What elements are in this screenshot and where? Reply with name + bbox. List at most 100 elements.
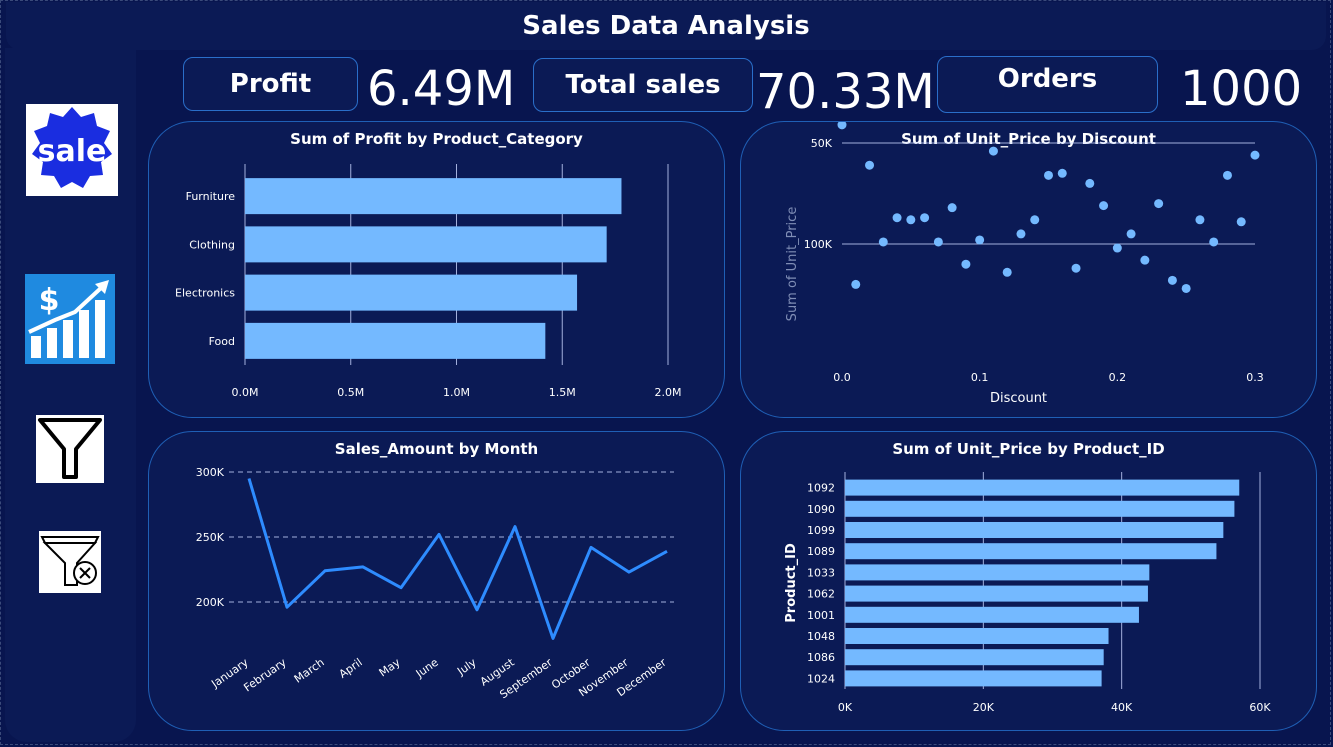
category-label: Food (209, 335, 235, 348)
bar (245, 274, 578, 311)
product-id-label: 1024 (807, 672, 835, 685)
scatter-point (1030, 215, 1040, 225)
scatter-point (1195, 215, 1205, 225)
scatter-point (1167, 275, 1177, 285)
page-title: Sales Data Analysis (522, 11, 810, 41)
y-tick-label: 100K (804, 238, 833, 251)
scatter-point (1236, 217, 1246, 227)
y-tick-label: 300K (196, 466, 225, 479)
bar (845, 522, 1224, 538)
x-tick-label: 0.3 (1246, 371, 1264, 384)
scatter-point (906, 215, 916, 225)
bar (845, 564, 1150, 581)
scatter-point (1085, 178, 1095, 188)
sales-growth-icon[interactable]: $ (25, 274, 115, 364)
scatter-point (975, 235, 985, 245)
bar (845, 649, 1104, 666)
product-id-label: 1048 (807, 630, 835, 643)
scatter-point (1016, 229, 1026, 239)
filter-icon[interactable] (36, 415, 104, 483)
scatter-point (961, 259, 971, 269)
scatter-point (947, 203, 957, 213)
product-id-label: 1086 (807, 651, 835, 664)
x-tick-label: 20K (973, 701, 995, 714)
scatter-point (1099, 201, 1109, 211)
sale-badge-icon[interactable]: sale (26, 104, 118, 196)
scatter-point (1126, 229, 1136, 239)
kpi-orders-value: 1000 (1180, 61, 1303, 117)
x-tick-label: 0.1 (971, 371, 989, 384)
month-label: May (377, 656, 403, 680)
x-tick-label: 1.0M (443, 386, 470, 399)
y-tick-label: 250K (196, 531, 225, 544)
kpi-profit-value: 6.49M (367, 61, 516, 117)
product-id-label: 1062 (807, 588, 835, 601)
sales-by-month-panel: Sales_Amount by Month 200K 250K 300K Januar… (148, 431, 725, 731)
bar (845, 585, 1148, 602)
scatter-point (1181, 283, 1191, 293)
scatter-point (1250, 150, 1260, 160)
x-axis-label: Discount (990, 391, 1047, 406)
bar (845, 628, 1109, 644)
x-tick-label: 1.5M (549, 386, 576, 399)
scatter-point (1140, 255, 1150, 265)
product-id-label: 1001 (807, 609, 835, 622)
scatter-point (988, 146, 998, 156)
y-tick-label: 50K (811, 137, 833, 150)
product-id-label: 1099 (807, 524, 835, 537)
scatter-point (1154, 199, 1164, 209)
unit-price-by-product-chart[interactable]: 0K 20K 40K 60K 1092 1090 1099 1089 1033 1062 1001 1… (741, 432, 1318, 732)
bar (245, 226, 607, 263)
y-tick-label: 200K (196, 596, 225, 609)
unit-price-by-discount-chart[interactable]: 50K 100K 0.0 0.1 0.2 0.3 Discount Sum of Unit_P… (741, 122, 1318, 419)
bar (845, 543, 1217, 560)
x-tick-label: 40K (1111, 701, 1133, 714)
category-label: Clothing (189, 238, 235, 251)
profit-by-category-panel: Sum of Profit by Product_Category 0.0M 0.… (148, 121, 725, 418)
x-tick-label: 0.0 (833, 371, 851, 384)
bar (845, 479, 1240, 496)
scatter-point (865, 160, 875, 170)
bar (845, 670, 1102, 687)
scatter-point (1209, 237, 1219, 247)
x-tick-label: 0.0M (232, 386, 259, 399)
month-label: March (292, 656, 327, 686)
dollar-sign-text: $ (39, 283, 60, 318)
x-tick-label: 0K (838, 701, 853, 714)
kpi-total-sales-label: Total sales (565, 70, 721, 100)
scatter-point (892, 213, 902, 223)
kpi-orders-label: Orders (997, 63, 1098, 94)
y-axis-label: Product_ID (784, 543, 799, 623)
product-id-label: 1089 (807, 545, 835, 558)
sale-badge-text: sale (38, 134, 107, 169)
sidebar: sale $ (5, 48, 136, 742)
scatter-point (851, 279, 861, 289)
sales-by-month-title: Sales_Amount by Month (334, 440, 539, 458)
bar (845, 500, 1235, 517)
kpi-orders-card: Orders (937, 56, 1158, 113)
bar (245, 322, 546, 359)
month-label: April (337, 656, 365, 681)
sales-line (247, 478, 668, 640)
unit-price-by-product-title: Sum of Unit_Price by Product_ID (892, 440, 1165, 458)
x-tick-label: 0.5M (337, 386, 364, 399)
scatter-point (1057, 168, 1067, 178)
bar (845, 606, 1139, 623)
profit-by-category-chart[interactable]: 0.0M 0.5M 1.0M 1.5M 2.0M Furniture Clothing Ele… (149, 122, 726, 419)
x-tick-label: 0.2 (1109, 371, 1127, 384)
header-bar: Sales Data Analysis (6, 2, 1326, 50)
scatter-point (1222, 170, 1232, 180)
profit-by-category-title: Sum of Profit by Product_Category (290, 130, 583, 148)
product-id-label: 1092 (807, 482, 835, 495)
clear-filter-icon[interactable] (39, 531, 101, 593)
scatter-point (1002, 267, 1012, 277)
x-tick-label: 2.0M (655, 386, 682, 399)
category-label: Furniture (186, 190, 236, 203)
category-label: Electronics (175, 287, 235, 300)
product-id-label: 1033 (807, 566, 835, 579)
scatter-point (837, 122, 847, 130)
kpi-total-sales-card: Total sales (533, 58, 753, 112)
unit-price-by-product-panel: Sum of Unit_Price by Product_ID 0K 20K 40K… (740, 431, 1317, 731)
